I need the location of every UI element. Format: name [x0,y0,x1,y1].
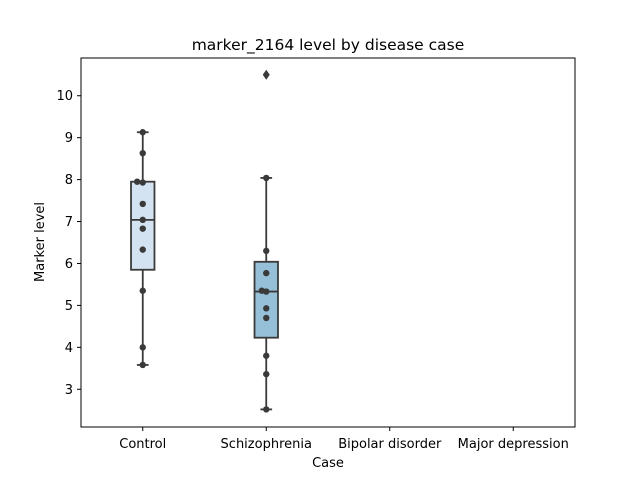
data-point [263,247,270,255]
data-point [263,174,270,182]
data-point [139,246,146,253]
data-point [139,287,146,294]
data-point [263,269,270,277]
data-point [263,370,270,378]
x-axis: Control Schizophrenia Bipolar disorder Majo… [119,427,569,452]
data-point [139,225,146,232]
data-point [263,314,270,322]
x-axis-label: Case [312,456,344,471]
data-point [139,200,146,208]
data-point [139,344,146,351]
data-point [139,179,146,186]
x-tick-label: Bipolar disorder [338,437,442,452]
y-tick-label: 10 [56,89,73,104]
data-point [263,288,270,295]
box-schizophrenia [253,260,279,339]
chart-title: marker_2164 level by disease case [192,36,465,55]
y-axis: 3 4 5 6 7 8 9 10 [56,89,81,398]
y-tick-label: 6 [65,257,73,272]
x-tick-label: Control [119,437,166,452]
data-point [139,149,146,157]
y-tick-label: 7 [65,215,73,230]
data-point [139,216,146,224]
plot-area [130,69,279,413]
data-point [263,406,270,413]
y-tick-label: 4 [65,341,73,356]
data-point [139,129,146,136]
data-point [263,352,270,359]
plot-frame [80,57,576,428]
data-point [133,178,141,185]
y-tick-label: 5 [65,299,73,314]
data-point [263,305,270,312]
outlier-marker [262,69,270,80]
y-axis-label: Marker level [33,202,48,282]
y-tick-label: 3 [65,383,73,398]
y-tick-label: 9 [65,131,73,146]
data-point [139,361,146,369]
x-tick-label: Schizophrenia [221,437,312,452]
x-tick-label: Major depression [458,437,569,452]
y-tick-label: 8 [65,173,73,188]
